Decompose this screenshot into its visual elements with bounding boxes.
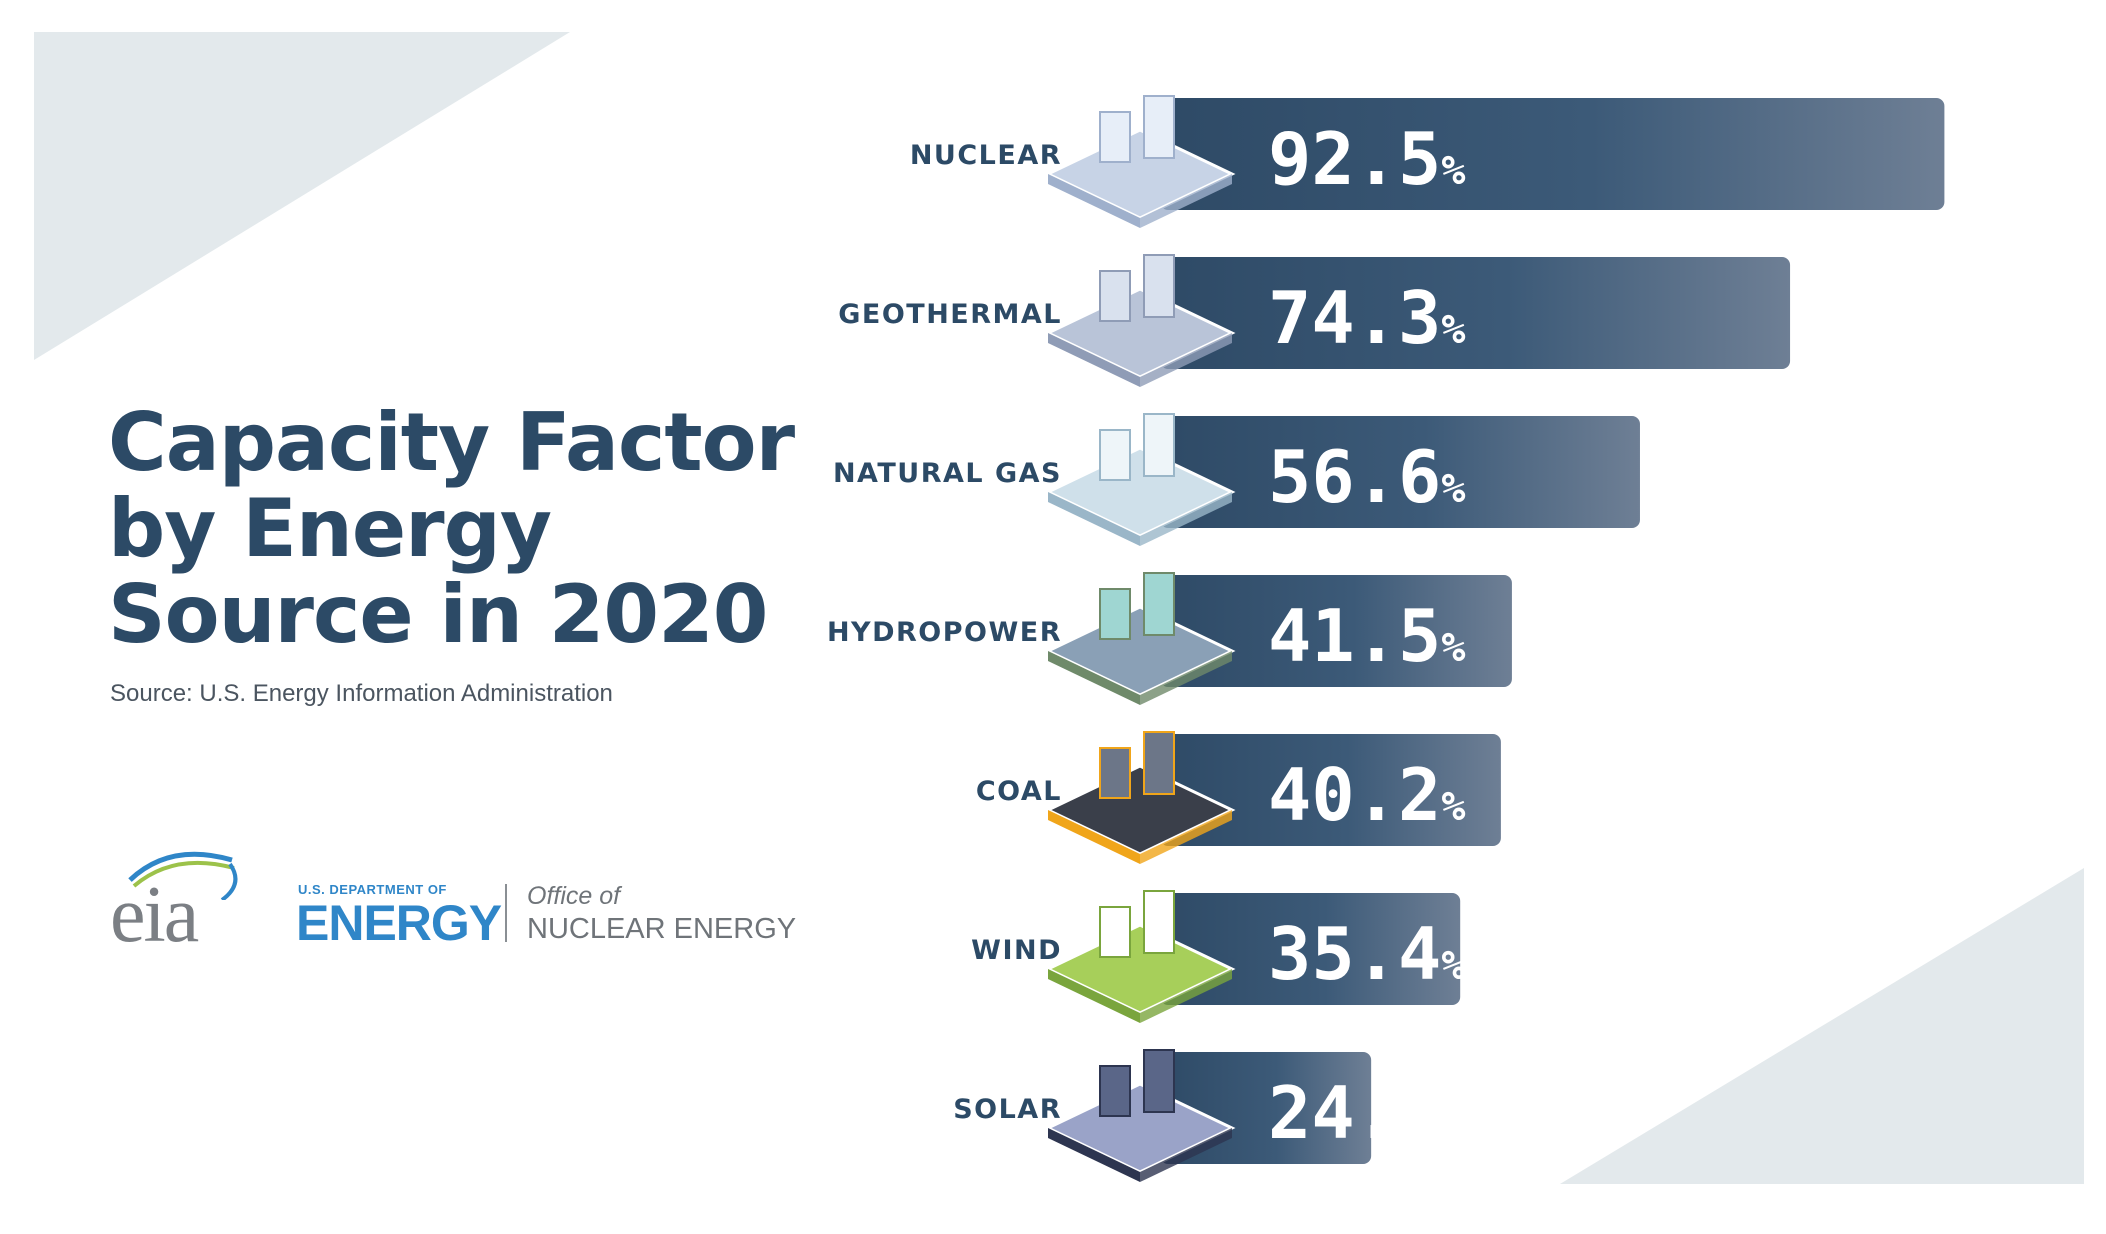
title-line-1: Capacity Factor bbox=[108, 396, 795, 489]
wind-turbine-icon bbox=[1044, 890, 1236, 1023]
category-label-natural-gas: NATURAL GAS bbox=[833, 458, 1062, 489]
doe-department-label: U.S. DEPARTMENT OF bbox=[298, 882, 447, 897]
solar-panel-icon bbox=[1044, 1049, 1236, 1182]
category-label-coal: COAL bbox=[976, 776, 1062, 807]
doe-energy-wordmark: ENERGY bbox=[296, 895, 502, 951]
bar-nuclear bbox=[1160, 98, 1945, 210]
hydropower-dam-icon bbox=[1044, 572, 1236, 705]
value-label-geothermal: 74.3% bbox=[1268, 276, 1465, 360]
chart-title: Capacity Factor by Energy Source in 2020 bbox=[108, 400, 808, 658]
natural-gas-plant-icon bbox=[1044, 413, 1236, 546]
category-label-nuclear: NUCLEAR bbox=[910, 140, 1062, 171]
value-label-hydropower: 41.5% bbox=[1268, 594, 1465, 678]
bar-natural-gas bbox=[1160, 416, 1640, 528]
bar-wind bbox=[1160, 893, 1461, 1005]
category-label-solar: SOLAR bbox=[953, 1094, 1062, 1125]
logo-divider bbox=[505, 884, 507, 942]
value-label-solar: 24.9% bbox=[1268, 1071, 1465, 1155]
value-label-coal: 40.2% bbox=[1268, 753, 1465, 837]
coal-mine-icon bbox=[1044, 731, 1236, 864]
value-label-nuclear: 92.5% bbox=[1268, 117, 1465, 201]
bar-coal bbox=[1160, 734, 1501, 846]
bar-hydropower bbox=[1160, 575, 1512, 687]
title-line-3: Source in 2020 bbox=[108, 568, 768, 661]
source-note: Source: U.S. Energy Information Administ… bbox=[110, 680, 613, 707]
office-of-label: Office of bbox=[527, 882, 621, 910]
bar-geothermal bbox=[1160, 257, 1791, 369]
category-label-hydropower: HYDROPOWER bbox=[827, 617, 1062, 648]
category-label-wind: WIND bbox=[971, 935, 1062, 966]
eia-logo: eia bbox=[110, 840, 240, 959]
value-label-wind: 35.4% bbox=[1268, 912, 1465, 996]
nuclear-plant-icon bbox=[1044, 95, 1236, 228]
title-line-2: by Energy bbox=[108, 482, 552, 575]
eia-wordmark: eia bbox=[110, 871, 199, 959]
geothermal-plant-icon bbox=[1044, 254, 1236, 387]
value-label-natural-gas: 56.6% bbox=[1268, 435, 1465, 519]
nuclear-energy-label: NUCLEAR ENERGY bbox=[527, 913, 797, 945]
eia-swoosh-icon bbox=[128, 851, 238, 900]
category-label-geothermal: GEOTHERMAL bbox=[838, 299, 1062, 330]
